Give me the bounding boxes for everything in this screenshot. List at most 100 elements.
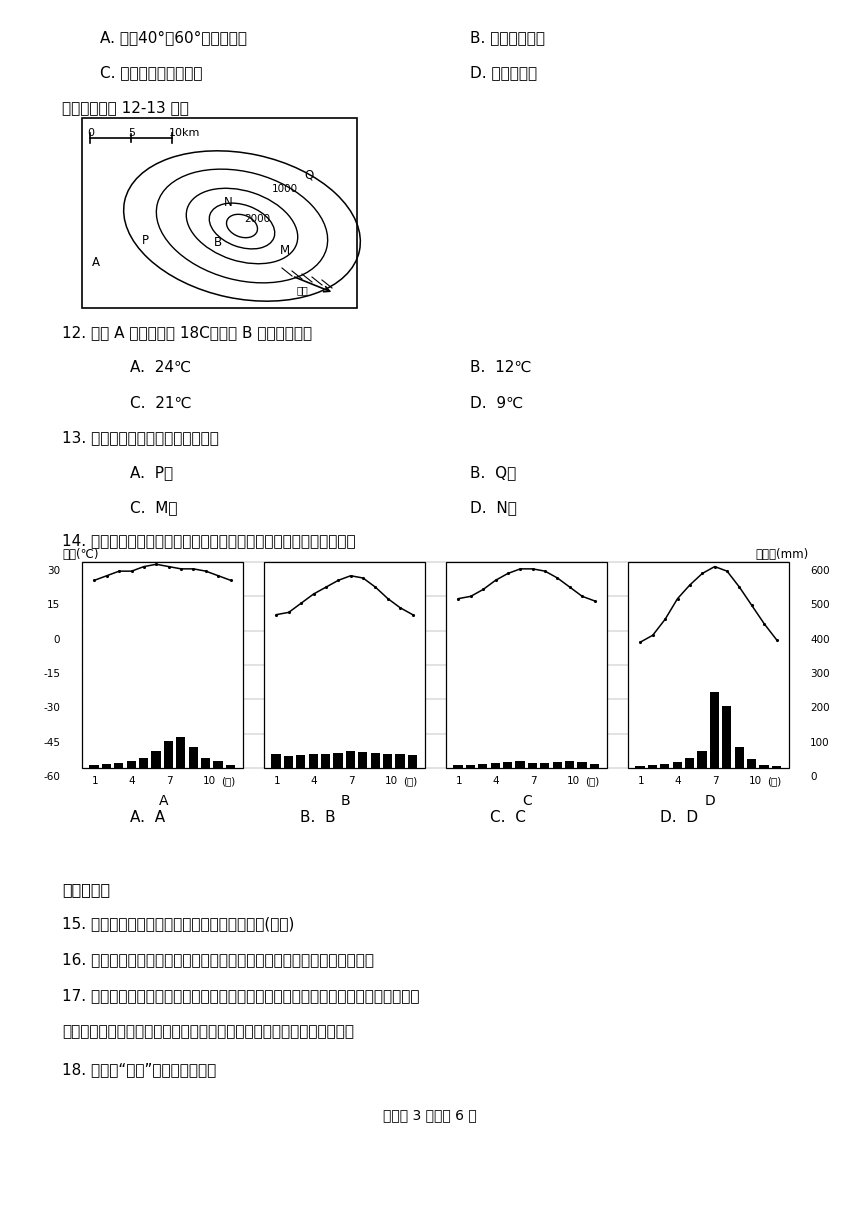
Text: D.  D: D. D [660, 810, 698, 824]
Bar [272, 754, 280, 769]
Text: B.  B: B. B [300, 810, 335, 824]
Text: (月): (月) [585, 776, 599, 786]
Text: 10km: 10km [169, 128, 200, 137]
Bar [466, 765, 475, 769]
Bar [176, 737, 186, 769]
Bar [296, 755, 305, 769]
Bar [648, 765, 657, 769]
Bar [565, 761, 574, 769]
Text: 300: 300 [810, 669, 830, 679]
Bar [201, 758, 210, 769]
Bar [446, 562, 607, 769]
Text: 18. 世界的“干极”是撒哈拉沙漠。: 18. 世界的“干极”是撒哈拉沙漠。 [62, 1062, 216, 1077]
Text: 7: 7 [166, 776, 172, 786]
Bar [685, 758, 694, 769]
Text: B.  Q地: B. Q地 [470, 465, 516, 480]
Bar [503, 761, 513, 769]
Text: 4: 4 [128, 776, 135, 786]
Text: B.  12℃: B. 12℃ [470, 360, 531, 375]
Bar [540, 762, 550, 769]
Bar [453, 765, 463, 769]
Text: 1000: 1000 [272, 184, 298, 195]
Bar [697, 750, 707, 769]
Text: 5: 5 [128, 128, 135, 137]
Text: 读下图，完成 12-13 题。: 读下图，完成 12-13 题。 [62, 100, 189, 116]
Text: 降水量(mm): 降水量(mm) [755, 548, 808, 561]
Bar [321, 754, 330, 769]
Bar [490, 762, 500, 769]
Text: (月): (月) [767, 776, 781, 786]
Text: C: C [523, 794, 532, 807]
Text: 4: 4 [493, 776, 499, 786]
Text: C.  C: C. C [490, 810, 525, 824]
Bar [396, 754, 404, 769]
Text: C. 非洲北部的大陆西屸: C. 非洲北部的大陆西屸 [100, 64, 202, 80]
Bar [528, 762, 537, 769]
Text: 1: 1 [637, 776, 644, 786]
Bar [309, 754, 318, 769]
Text: 4: 4 [674, 776, 681, 786]
Text: 400: 400 [810, 635, 830, 644]
Text: D.  N地: D. N地 [470, 500, 517, 516]
Text: -45: -45 [43, 738, 60, 748]
Text: M: M [280, 244, 290, 257]
Bar [89, 765, 99, 769]
Text: (月): (月) [221, 776, 236, 786]
Bar [163, 741, 173, 769]
Bar [82, 118, 357, 308]
Bar [126, 761, 136, 769]
Text: 二、判断题: 二、判断题 [62, 882, 110, 897]
Text: -15: -15 [43, 669, 60, 679]
Text: B: B [341, 794, 350, 807]
Text: (月): (月) [403, 776, 417, 786]
Text: 12. 已知 A 点的温度为 18C，那么 B 点的温度约为: 12. 已知 A 点的温度为 18C，那么 B 点的温度约为 [62, 325, 312, 340]
Text: -30: -30 [43, 703, 60, 714]
Bar [151, 750, 161, 769]
Text: 200: 200 [810, 703, 830, 714]
Text: 10: 10 [203, 776, 216, 786]
Text: Q: Q [304, 168, 313, 181]
Text: 500: 500 [810, 601, 830, 610]
Text: 100: 100 [810, 738, 830, 748]
Text: 1: 1 [91, 776, 98, 786]
Text: N: N [224, 196, 233, 209]
Text: D.  9℃: D. 9℃ [470, 396, 523, 411]
Text: B. 赤道附近地区: B. 赤道附近地区 [470, 30, 545, 45]
Text: 0: 0 [87, 128, 94, 137]
Bar [188, 748, 198, 769]
Text: 滴或冰晶，并以雨、雪、冰雹等形式降落到地面，统称为降水。（　　）: 滴或冰晶，并以雨、雪、冰雹等形式降落到地面，统称为降水。（ ） [62, 1024, 354, 1038]
Text: 14. 下列四幅气温曲线图和降水量柱状图，其中表示热带季风气候的是: 14. 下列四幅气温曲线图和降水量柱状图，其中表示热带季风气候的是 [62, 533, 356, 548]
Text: P: P [142, 233, 149, 247]
Text: 7: 7 [712, 776, 718, 786]
Text: B: B [214, 236, 222, 249]
Text: A.  24℃: A. 24℃ [130, 360, 191, 375]
Text: 13. 一般来讲，图中降水量最多的是: 13. 一般来讲，图中降水量最多的是 [62, 430, 219, 445]
Bar [213, 761, 223, 769]
Text: 7: 7 [347, 776, 354, 786]
Text: 17. 我们周围的大气中都含有一定数量的水汽，这些水汽在适宜的条件下就会凝结成水: 17. 我们周围的大气中都含有一定数量的水汽，这些水汽在适宜的条件下就会凝结成水 [62, 987, 420, 1003]
Text: 试卷第 3 页，共 6 页: 试卷第 3 页，共 6 页 [383, 1108, 477, 1122]
Text: A. 北纬40°～60°的大陆西屸: A. 北纬40°～60°的大陆西屸 [100, 30, 247, 45]
Bar [408, 755, 417, 769]
Text: 30: 30 [47, 565, 60, 576]
Text: A.  A: A. A [130, 810, 165, 824]
Bar [139, 758, 148, 769]
Bar [114, 762, 124, 769]
Bar [284, 756, 293, 769]
Bar [710, 692, 719, 769]
Text: D. 亚洲东北部: D. 亚洲东北部 [470, 64, 538, 80]
Text: C.  M地: C. M地 [130, 500, 177, 516]
Bar [746, 760, 756, 769]
Text: A.  P地: A. P地 [130, 465, 173, 480]
Bar [552, 761, 562, 769]
Bar [759, 765, 769, 769]
Text: 15: 15 [46, 601, 60, 610]
Text: 600: 600 [810, 565, 830, 576]
Bar [383, 754, 392, 769]
Bar [577, 761, 587, 769]
Text: A: A [92, 257, 100, 269]
Bar [628, 562, 789, 769]
Bar [636, 766, 645, 769]
Bar [734, 748, 744, 769]
Text: C.  21℃: C. 21℃ [130, 396, 192, 411]
